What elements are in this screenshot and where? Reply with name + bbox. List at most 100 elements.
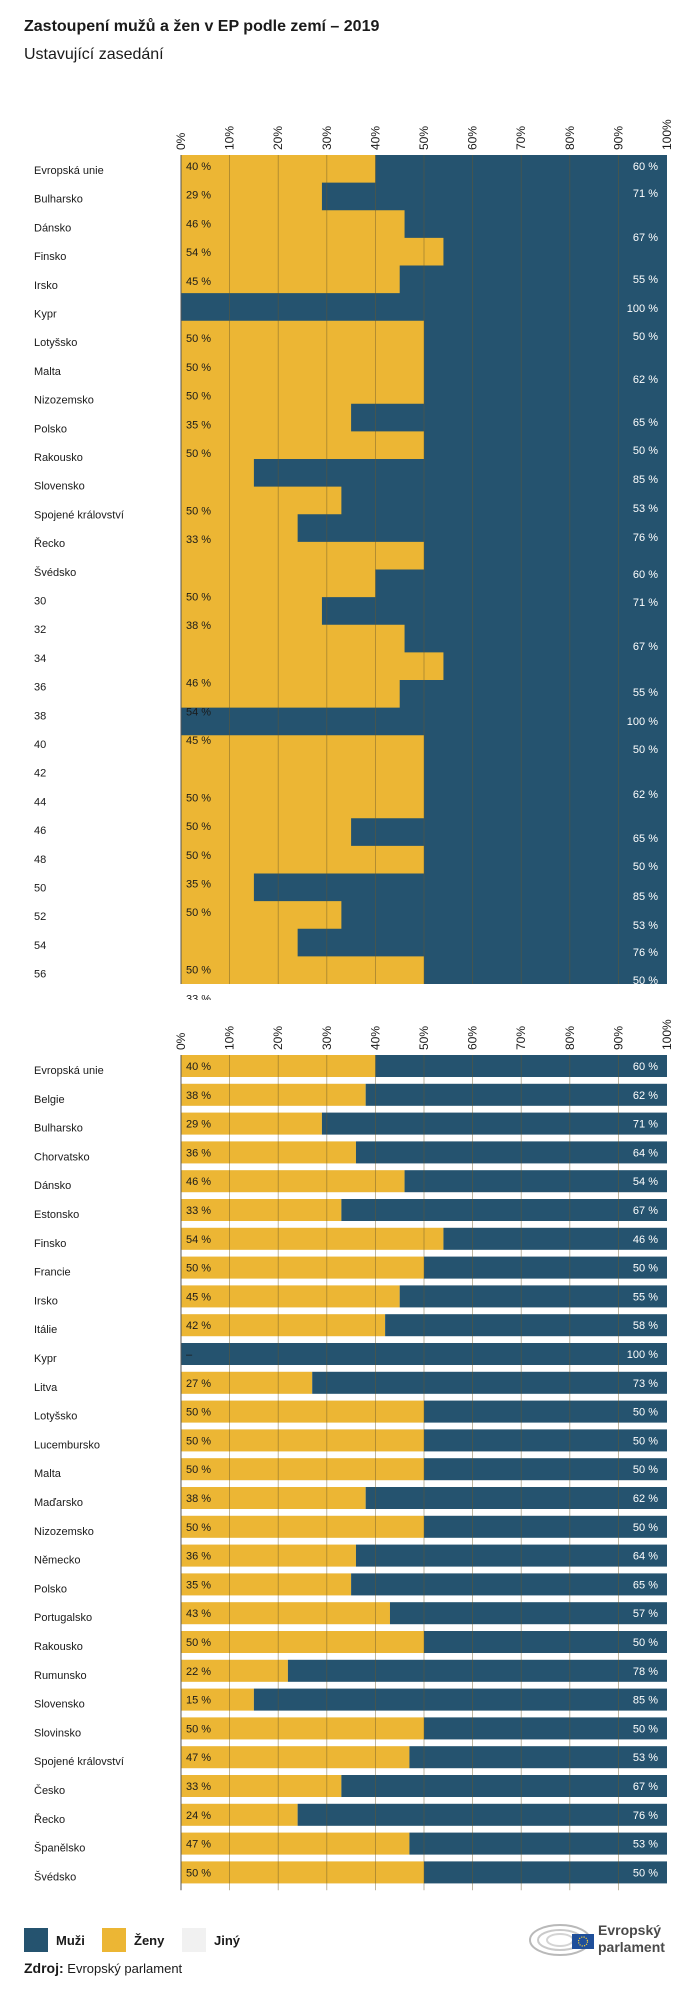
logo-line1: Evropský xyxy=(598,1922,662,1938)
chart-subtitle: Ustavující zasedání xyxy=(24,46,164,63)
category-label: Lotyšsko xyxy=(34,1411,77,1423)
bar-women xyxy=(181,1659,288,1682)
men-value-label: 62 % xyxy=(633,374,658,386)
x-tick-label: 40% xyxy=(368,126,382,150)
bar-women xyxy=(181,1544,356,1567)
ep-logo-icon xyxy=(529,1924,594,1956)
women-value-label: 50 % xyxy=(186,1435,211,1447)
legend-label-zeny: Ženy xyxy=(134,1932,165,1948)
row-label: Finsko xyxy=(34,251,66,263)
men-value-label: 76 % xyxy=(633,1810,658,1822)
category-label: Finsko xyxy=(34,1238,66,1250)
men-value-label: 65 % xyxy=(633,833,658,845)
bar-men xyxy=(355,1141,667,1164)
category-label: Chorvatsko xyxy=(34,1151,90,1163)
women-value-label: 50 % xyxy=(186,965,211,977)
logo-line2: parlament xyxy=(598,1939,665,1955)
row-label: 30 xyxy=(34,596,46,608)
category-label: Francie xyxy=(34,1267,71,1279)
men-value-label: 71 % xyxy=(633,188,658,200)
women-value-label: 50 % xyxy=(186,333,211,345)
men-value-label: 50 % xyxy=(633,744,658,756)
women-value-label: 50 % xyxy=(186,1522,211,1534)
women-value-label: 47 % xyxy=(186,1839,211,1851)
bar-men xyxy=(365,1083,667,1106)
women-value-label: 27 % xyxy=(186,1378,211,1390)
men-value-label: 67 % xyxy=(633,641,658,653)
bar-women xyxy=(181,1314,386,1337)
bar-women xyxy=(181,1458,424,1481)
bar-women xyxy=(181,1717,424,1740)
x-tick-label: 30% xyxy=(320,1026,334,1050)
men-value-label: 60 % xyxy=(633,161,658,173)
men-value-label: 53 % xyxy=(633,1752,658,1764)
women-value-label: 54 % xyxy=(186,1234,211,1246)
row-label: 40 xyxy=(34,739,46,751)
women-area xyxy=(181,155,444,984)
men-value-label: 50 % xyxy=(633,861,658,873)
category-label: Řecko xyxy=(34,1813,65,1826)
bar-men xyxy=(297,1803,667,1826)
row-label: 50 xyxy=(34,883,46,895)
x-tick-label: 100% xyxy=(660,1019,674,1050)
category-label: Německo xyxy=(34,1555,80,1567)
women-value-label: 35 % xyxy=(186,419,211,431)
bar-men xyxy=(365,1487,667,1509)
men-value-label: 54 % xyxy=(633,1176,658,1188)
men-value-label: 46 % xyxy=(633,1234,658,1246)
men-value-label: 50 % xyxy=(633,975,658,987)
women-value-label: 50 % xyxy=(186,592,211,604)
x-tick-label: 70% xyxy=(514,126,528,150)
men-value-label: 50 % xyxy=(633,1867,658,1879)
bar-women xyxy=(181,1515,424,1538)
row-label: Spojené království xyxy=(34,509,124,521)
men-value-label: 76 % xyxy=(633,947,658,959)
category-label: Bulharsko xyxy=(34,1123,83,1135)
bar-men xyxy=(404,1170,667,1193)
category-label: Litva xyxy=(34,1382,58,1394)
category-label: Slovinsko xyxy=(34,1727,81,1739)
women-value-label: 50 % xyxy=(186,1263,211,1275)
category-label: Rakousko xyxy=(34,1641,83,1653)
chart-bottom: 0% 10% 20% 30% 40% 50% 60% 70% 80% 90% 100% Evropsk… xyxy=(34,1019,674,1891)
men-value-label: 50 % xyxy=(633,445,658,457)
bar-men xyxy=(409,1832,667,1855)
x-tick-label: 20% xyxy=(271,1026,285,1050)
legend-swatch-muzi xyxy=(24,1928,48,1952)
women-value-label: 50 % xyxy=(186,850,211,862)
row-label: Irsko xyxy=(34,280,58,292)
category-label: Belgie xyxy=(34,1094,65,1106)
men-value-label: 50 % xyxy=(633,1464,658,1476)
men-value-label: 73 % xyxy=(633,1378,658,1390)
row-label: Rakousko xyxy=(34,452,83,464)
men-value-label: 62 % xyxy=(633,789,658,801)
bar-women xyxy=(181,1400,424,1423)
row-label: 56 xyxy=(34,969,46,981)
legend-label-jiny: Jiný xyxy=(214,1932,241,1948)
x-tick-label: 80% xyxy=(563,1026,577,1050)
category-label: Irsko xyxy=(34,1295,58,1307)
women-value-label: 40 % xyxy=(186,161,211,173)
women-value-label: 50 % xyxy=(186,362,211,374)
women-value-label: 45 % xyxy=(186,735,211,747)
row-label: Slovensko xyxy=(34,481,85,493)
x-tick-label: 70% xyxy=(514,1026,528,1050)
men-value-label: 50 % xyxy=(633,331,658,343)
source-label: Zdroj: xyxy=(24,1960,64,1976)
source-text: Evropský parlament xyxy=(67,1961,183,1976)
men-value-label: 65 % xyxy=(633,1579,658,1591)
bar-men xyxy=(424,1515,667,1538)
category-label: Malta xyxy=(34,1468,62,1480)
bar-women xyxy=(181,1199,342,1221)
women-value-label: 50 % xyxy=(186,1637,211,1649)
women-value-label: 54 % xyxy=(186,247,211,259)
legend-swatch-zeny xyxy=(102,1928,126,1952)
women-value-label: 43 % xyxy=(186,1608,211,1620)
x-tick-label: 90% xyxy=(611,126,625,150)
men-value-label: 67 % xyxy=(633,232,658,244)
category-label: Švédsko xyxy=(34,1870,76,1883)
row-label: Nizozemsko xyxy=(34,395,94,407)
x-tick-label: 60% xyxy=(466,126,480,150)
men-value-label: 67 % xyxy=(633,1781,658,1793)
women-value-label: 36 % xyxy=(186,1147,211,1159)
